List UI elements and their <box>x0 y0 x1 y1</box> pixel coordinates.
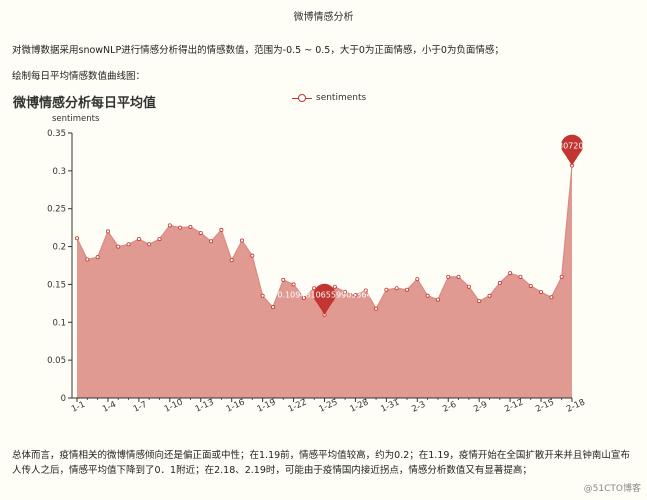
data-point <box>178 225 183 230</box>
data-point <box>363 288 368 293</box>
data-point <box>198 230 203 235</box>
x-tick-label: 2-3 <box>410 400 427 415</box>
y-axis-label: sentiments <box>52 114 100 124</box>
data-point <box>466 284 471 289</box>
data-point <box>136 236 141 241</box>
data-point <box>415 277 420 282</box>
data-point <box>332 284 337 289</box>
x-tick-label: 2-18 <box>565 398 587 415</box>
y-tick-label: 0.2 <box>52 243 66 253</box>
y-tick-label: 0.25 <box>47 205 66 215</box>
data-point <box>425 293 430 298</box>
x-tick-label: 1-19 <box>256 398 278 415</box>
x-tick-label: 2-6 <box>441 400 458 415</box>
data-point <box>518 274 523 279</box>
data-point <box>260 293 265 298</box>
data-point <box>126 242 131 247</box>
x-tick-label: 2-9 <box>472 400 489 415</box>
x-tick-label: 1-25 <box>318 398 340 415</box>
data-point <box>209 239 214 244</box>
y-tick-label: 0.35 <box>47 129 66 139</box>
data-point <box>343 289 348 294</box>
data-point <box>435 297 440 302</box>
x-tick-label: 1-1 <box>70 400 87 415</box>
data-point <box>528 283 533 288</box>
sentiment-area <box>77 165 572 398</box>
x-tick-label: 2-12 <box>503 398 525 415</box>
data-point <box>105 229 110 234</box>
data-point <box>239 238 244 243</box>
data-point <box>549 295 554 300</box>
data-point <box>167 223 172 228</box>
data-point <box>147 242 152 247</box>
x-tick-label: 1-31 <box>379 398 401 415</box>
y-tick-label: 0.1 <box>52 318 66 328</box>
max-marker-pin <box>561 134 583 166</box>
x-tick-label: 1-22 <box>287 398 309 415</box>
y-tick-label: 0.15 <box>47 280 66 290</box>
x-tick-label: 2-15 <box>534 398 556 415</box>
data-point <box>404 287 409 292</box>
data-point <box>116 244 121 249</box>
legend-label: sentiments <box>316 93 367 103</box>
intro-text-chart: 绘制每日平均情感数值曲线图： <box>12 71 146 82</box>
data-point <box>250 253 255 258</box>
y-tick-label: 0 <box>61 394 66 404</box>
min-marker-pin <box>313 283 336 315</box>
data-point <box>394 286 399 291</box>
data-point <box>487 293 492 298</box>
chart-legend[interactable]: sentiments <box>292 93 366 103</box>
data-point <box>281 277 286 282</box>
x-tick-label: 1-10 <box>163 398 185 415</box>
sentiment-chart: sentiments 0 0.05 0.1 0.15 0.2 0.25 0.3 0.35 1-1 1… <box>47 114 593 415</box>
y-tick-label: 0.05 <box>47 356 66 366</box>
legend-line-icon <box>292 93 312 103</box>
data-point <box>157 236 162 241</box>
x-tick-label: 1-16 <box>225 398 247 415</box>
data-point <box>291 282 296 287</box>
watermark: @51CTO博客 <box>583 484 641 494</box>
data-point <box>497 280 502 285</box>
data-point <box>219 227 224 232</box>
summary-text: 总体而言，疫情相关的微博情感倾向还是偏正面或中性；在1.19前，情感平均值较高，… <box>12 450 630 476</box>
min-marker-label: 0.10948106559905364 <box>277 291 371 300</box>
data-point <box>95 255 100 260</box>
data-point <box>188 224 193 229</box>
data-point <box>301 296 306 301</box>
data-point <box>374 306 379 311</box>
data-point <box>508 271 513 276</box>
data-point <box>85 257 90 262</box>
data-point <box>477 299 482 304</box>
chart-title: 微博情感分析每日平均值 <box>13 96 157 111</box>
y-tick-label: 0.3 <box>52 167 66 177</box>
data-point <box>270 305 275 310</box>
data-point <box>384 287 389 292</box>
data-point <box>559 274 564 279</box>
max-marker-label: 0.3072032 <box>550 142 593 151</box>
data-point <box>446 274 451 279</box>
x-tick-label: 1-28 <box>348 398 370 415</box>
data-point <box>75 236 80 241</box>
data-point <box>456 274 461 279</box>
intro-text: 对微博数据采用snowNLP进行情感分析得出的情感数值，范围为-0.5 ~ 0.… <box>12 45 504 56</box>
data-point <box>539 289 544 294</box>
x-tick-label: 1-13 <box>194 398 216 415</box>
x-tick-label: 1-7 <box>132 400 149 415</box>
data-point <box>229 258 234 263</box>
x-tick-label: 1-4 <box>101 400 118 415</box>
data-point <box>353 293 358 298</box>
document-title: 微博情感分析 <box>293 12 354 23</box>
